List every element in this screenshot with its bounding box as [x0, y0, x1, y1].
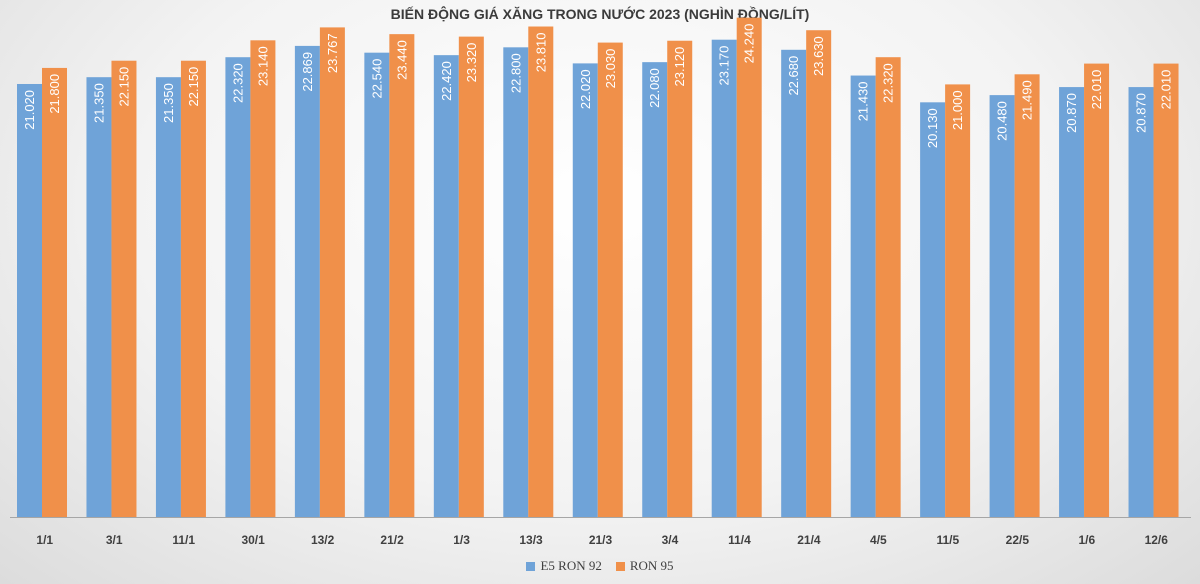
- bar-ron95-11-4: [736, 17, 762, 517]
- bar-e5-ron92-4-5: [850, 75, 876, 518]
- legend-swatch-e5-ron92: [526, 561, 536, 571]
- x-tick-label: 13/3: [519, 533, 543, 547]
- data-label-e5-ron92-11-1: 21.350: [161, 83, 176, 123]
- legend-item-ron95: RON 95: [615, 558, 674, 574]
- data-label-ron95-30-1: 23.140: [255, 46, 270, 86]
- bar-ron95-13-3: [528, 26, 554, 517]
- bar-e5-ron92-30-1: [225, 57, 251, 517]
- x-tick-label: 11/4: [728, 533, 751, 547]
- data-label-e5-ron92-21-2: 22.540: [369, 59, 384, 99]
- legend-swatch-ron95: [615, 561, 625, 571]
- bar-ron95-21-2: [389, 34, 415, 518]
- x-tick-label: 11/5: [937, 533, 960, 547]
- bar-e5-ron92-11-4: [711, 39, 737, 517]
- x-tick-label: 21/4: [797, 533, 821, 547]
- bar-ron95-3-1: [111, 60, 137, 518]
- data-label-e5-ron92-11-4: 23.170: [717, 46, 732, 86]
- x-tick-label: 12/6: [1145, 533, 1169, 547]
- x-tick-label: 21/3: [589, 533, 613, 547]
- x-tick-label: 3/1: [106, 533, 123, 547]
- bar-e5-ron92-11-1: [155, 77, 181, 517]
- bar-ron95-13-2: [319, 27, 345, 517]
- bar-ron95-1-6: [1084, 63, 1110, 518]
- bar-e5-ron92-11-5: [920, 102, 946, 518]
- bar-e5-ron92-3-4: [642, 62, 668, 517]
- data-label-ron95-22-5: 21.490: [1020, 80, 1035, 120]
- bar-e5-ron92-21-2: [364, 52, 390, 518]
- data-label-ron95-1-3: 23.320: [464, 43, 479, 83]
- data-label-e5-ron92-3-4: 22.080: [647, 68, 662, 108]
- bar-e5-ron92-13-3: [503, 47, 529, 517]
- bar-e5-ron92-3-1: [86, 77, 112, 517]
- bar-e5-ron92-1-6: [1059, 87, 1085, 517]
- bar-ron95-21-3: [597, 42, 623, 517]
- data-label-e5-ron92-21-4: 22.680: [786, 56, 801, 96]
- chart-title: BIẾN ĐỘNG GIÁ XĂNG TRONG NƯỚC 2023 (NGHÌ…: [390, 6, 810, 22]
- x-tick-label: 11/1: [172, 533, 195, 547]
- data-label-e5-ron92-30-1: 22.320: [230, 63, 245, 103]
- legend: E5 RON 92 RON 95: [0, 558, 1200, 574]
- x-tick-label: 4/5: [870, 533, 887, 547]
- data-label-ron95-21-4: 23.630: [811, 36, 826, 76]
- bar-ron95-22-5: [1014, 74, 1040, 517]
- data-label-ron95-11-4: 24.240: [742, 24, 757, 64]
- bar-ron95-4-5: [875, 57, 901, 517]
- data-label-e5-ron92-1-6: 20.870: [1064, 93, 1079, 133]
- data-label-e5-ron92-3-1: 21.350: [91, 83, 106, 123]
- x-tick-label: 3/4: [662, 533, 679, 547]
- data-label-ron95-1-6: 22.010: [1089, 70, 1104, 110]
- bar-e5-ron92-12-6: [1128, 87, 1154, 517]
- bar-ron95-30-1: [250, 40, 276, 517]
- data-label-e5-ron92-1-3: 22.420: [439, 61, 454, 101]
- data-label-e5-ron92-4-5: 21.430: [856, 82, 871, 122]
- bar-ron95-3-4: [667, 40, 693, 518]
- data-label-ron95-11-1: 22.150: [186, 67, 201, 107]
- data-label-ron95-21-2: 23.440: [394, 40, 409, 80]
- data-label-e5-ron92-11-5: 20.130: [925, 108, 940, 148]
- bar-ron95-1-1: [42, 67, 67, 518]
- bar-ron95-21-4: [806, 30, 832, 518]
- bar-ron95-1-3: [458, 36, 484, 517]
- x-tick-label: 13/2: [311, 533, 335, 547]
- x-tick-label: 21/2: [380, 533, 404, 547]
- bar-e5-ron92-13-2: [294, 45, 320, 518]
- data-label-ron95-1-1: 21.800: [47, 74, 62, 114]
- bar-e5-ron92-21-4: [781, 49, 807, 518]
- data-label-ron95-13-2: 23.767: [325, 33, 340, 73]
- bar-ron95-11-1: [180, 60, 206, 518]
- x-tick-label: 1/1: [36, 533, 53, 547]
- bar-e5-ron92-1-1: [17, 83, 42, 517]
- data-label-e5-ron92-1-1: 21.020: [22, 90, 37, 130]
- data-label-ron95-13-3: 23.810: [533, 33, 548, 73]
- legend-label-ron95: RON 95: [629, 558, 674, 573]
- x-tick-label: 1/6: [1078, 533, 1095, 547]
- data-label-ron95-3-4: 23.120: [672, 47, 687, 87]
- data-label-ron95-3-1: 22.150: [116, 67, 131, 107]
- x-tick-label: 22/5: [1006, 533, 1030, 547]
- x-tick-label: 30/1: [241, 533, 265, 547]
- bar-e5-ron92-21-3: [572, 63, 598, 517]
- bar-e5-ron92-1-3: [433, 55, 459, 517]
- data-label-e5-ron92-13-3: 22.800: [508, 53, 523, 93]
- legend-label-e5-ron92: E5 RON 92: [540, 558, 602, 573]
- data-label-ron95-12-6: 22.010: [1159, 70, 1174, 110]
- bar-ron95-11-5: [945, 84, 971, 518]
- data-label-e5-ron92-21-3: 22.020: [578, 69, 593, 109]
- data-label-e5-ron92-22-5: 20.480: [995, 101, 1010, 141]
- bar-ron95-12-6: [1153, 63, 1179, 518]
- bar-e5-ron92-22-5: [989, 95, 1015, 517]
- data-label-e5-ron92-12-6: 20.870: [1134, 93, 1149, 133]
- data-label-e5-ron92-13-2: 22.869: [300, 52, 315, 92]
- data-label-ron95-11-5: 21.000: [950, 90, 965, 130]
- x-tick-label: 1/3: [453, 533, 470, 547]
- data-label-ron95-21-3: 23.030: [603, 49, 618, 89]
- data-label-ron95-4-5: 22.320: [881, 63, 896, 103]
- legend-item-e5-ron92: E5 RON 92: [526, 558, 602, 574]
